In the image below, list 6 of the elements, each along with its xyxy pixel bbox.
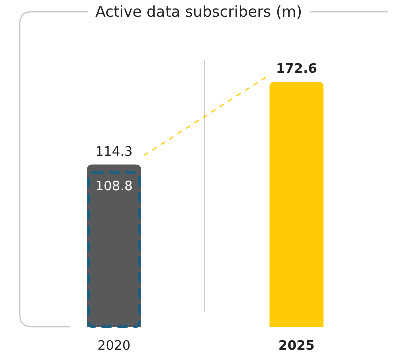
data-label: 108.8 bbox=[96, 180, 133, 195]
data-label: 114.3 bbox=[96, 144, 133, 160]
data-label: 172.6 bbox=[276, 62, 318, 77]
x-tick-label: 2020 bbox=[98, 339, 131, 354]
chart-title: Active data subscribers (m) bbox=[96, 3, 302, 21]
x-tick-label: 2025 bbox=[278, 339, 315, 354]
